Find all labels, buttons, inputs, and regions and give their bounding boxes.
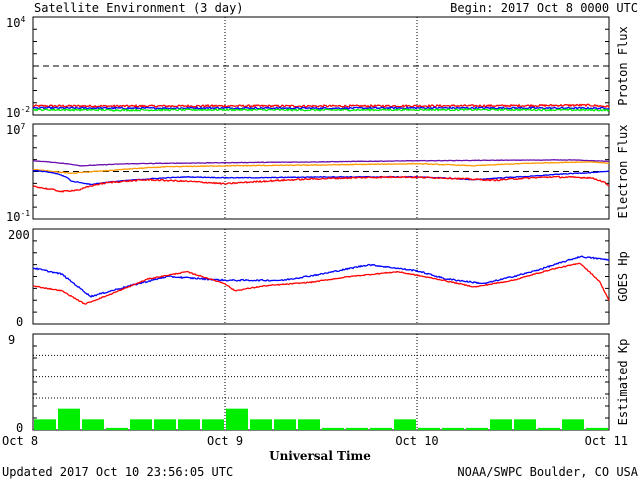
y-tick-label-bottom: 10-1 — [6, 209, 30, 224]
y-axis-label: Electron Flux — [616, 125, 630, 219]
kp-bar — [274, 419, 296, 430]
kp-bar — [562, 419, 584, 430]
kp-bar — [202, 419, 224, 430]
series-line — [32, 106, 610, 110]
y-tick-label-bottom: 10-2 — [6, 105, 30, 120]
series-line — [32, 107, 610, 112]
y-axis-label: Proton Flux — [616, 26, 630, 105]
series-line — [32, 158, 610, 167]
kp-bar — [394, 419, 416, 430]
y-tick-label-top: 107 — [6, 122, 25, 137]
y-tick-label-top: 9 — [8, 333, 15, 347]
kp-bar — [538, 427, 560, 430]
x-tick-label: Oct 10 — [395, 434, 438, 448]
kp-bar — [442, 427, 464, 430]
kp-bar — [466, 427, 488, 430]
series-line — [32, 169, 609, 186]
kp-bar — [178, 419, 200, 430]
kp-bar — [82, 419, 104, 430]
series-line — [32, 175, 610, 193]
series-line — [33, 161, 610, 175]
x-tick-label: Oct 9 — [207, 434, 243, 448]
y-tick-exponent: 7 — [20, 122, 25, 131]
y-tick-exponent: -1 — [20, 209, 30, 218]
kp-bar — [370, 427, 392, 430]
x-tick-label: Oct 11 — [585, 434, 628, 448]
electron-flux-panel: Electron Flux 107 10-1 — [6, 122, 630, 224]
y-tick-exponent: 4 — [20, 15, 25, 24]
updated-timestamp: Updated 2017 Oct 10 23:56:05 UTC — [2, 465, 233, 479]
credit-label: NOAA/SWPC Boulder, CO USA — [457, 465, 638, 479]
kp-bar — [346, 427, 368, 430]
kp-bar — [490, 419, 512, 430]
y-axis-label: Estimated Kp — [616, 339, 630, 426]
kp-bar — [130, 419, 152, 430]
chart-title: Satellite Environment (3 day) — [34, 1, 244, 15]
series-line — [32, 262, 610, 305]
x-tick-label: Oct 8 — [2, 434, 38, 448]
y-tick-label-bottom: 0 — [16, 315, 23, 329]
x-axis-ticks: Oct 8 Oct 9 Oct 10 Oct 11 — [2, 434, 628, 448]
panel-frame — [32, 16, 610, 116]
begin-label: Begin: 2017 Oct 8 0000 UTC — [450, 1, 638, 15]
kp-bar — [586, 427, 608, 430]
kp-bar — [34, 419, 56, 430]
panel-frame — [32, 228, 610, 325]
kp-bar — [514, 419, 536, 430]
proton-flux-panel: Proton Flux 104 10-2 — [6, 15, 630, 120]
goes-hp-panel: GOES Hp 200 0 — [8, 228, 630, 329]
kp-bar — [298, 419, 320, 430]
kp-bar — [226, 408, 248, 430]
panel-frame — [32, 333, 610, 431]
kp-bar — [154, 419, 176, 430]
y-axis-label: GOES Hp — [616, 251, 630, 302]
kp-bar — [322, 427, 344, 430]
y-tick-label-top: 104 — [6, 15, 25, 30]
kp-bar — [250, 419, 272, 430]
kp-bar — [418, 427, 440, 430]
kp-index-panel: Estimated Kp 9 0 — [8, 333, 630, 435]
y-tick-label-top: 200 — [8, 228, 30, 242]
series-line — [32, 103, 610, 109]
x-axis-title: Universal Time — [269, 449, 371, 463]
kp-bar — [58, 408, 80, 430]
kp-bar — [106, 427, 128, 430]
y-tick-exponent: -2 — [20, 105, 30, 114]
panel-frame — [32, 123, 610, 220]
y-tick-label-bottom: 0 — [16, 421, 23, 435]
